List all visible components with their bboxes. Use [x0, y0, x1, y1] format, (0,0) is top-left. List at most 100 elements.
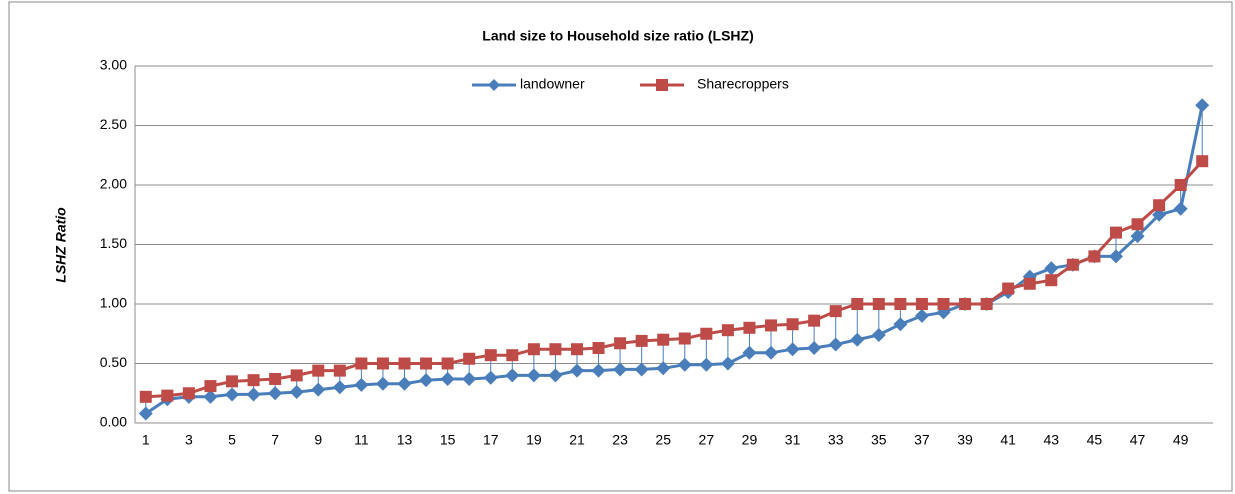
x-tick-label: 27 — [699, 432, 715, 448]
marker — [1002, 282, 1015, 295]
marker — [527, 343, 540, 356]
marker — [677, 357, 692, 372]
marker — [742, 345, 757, 360]
x-tick-label: 39 — [957, 432, 973, 448]
marker — [720, 356, 735, 371]
marker — [570, 343, 583, 356]
marker — [549, 343, 562, 356]
marker — [872, 298, 885, 310]
marker — [526, 368, 541, 383]
marker — [851, 298, 864, 310]
marker — [506, 349, 519, 362]
x-tick-label: 15 — [440, 432, 456, 448]
x-tick-label: 41 — [1000, 432, 1016, 448]
marker — [204, 380, 217, 393]
y-tick-label: 2.00 — [100, 176, 127, 192]
x-tick-label: 23 — [612, 432, 628, 448]
marker — [1152, 207, 1167, 222]
x-tick-label: 45 — [1087, 432, 1103, 448]
marker — [894, 298, 907, 310]
marker — [225, 387, 240, 402]
marker — [419, 373, 434, 388]
marker — [182, 387, 195, 400]
marker — [1195, 98, 1210, 113]
marker — [375, 376, 390, 391]
marker — [785, 342, 800, 357]
marker — [699, 357, 714, 372]
marker — [893, 317, 908, 332]
marker — [268, 386, 283, 401]
marker — [440, 371, 455, 386]
y-axis-title: LSHZ Ratio — [53, 207, 69, 283]
marker — [1173, 201, 1188, 216]
x-tick-label: 43 — [1044, 432, 1060, 448]
x-tick-label: 17 — [483, 432, 499, 448]
marker — [548, 368, 563, 383]
marker — [850, 332, 865, 347]
x-tick-label: 11 — [354, 432, 369, 448]
marker — [871, 327, 886, 342]
marker — [398, 357, 411, 370]
marker — [355, 357, 368, 370]
legend-label: Sharecroppers — [697, 76, 789, 92]
marker — [1023, 277, 1036, 290]
marker — [463, 352, 476, 365]
y-tick-label: 3.00 — [100, 57, 127, 73]
marker — [743, 321, 756, 334]
x-tick-label: 1 — [142, 432, 150, 448]
marker — [937, 298, 950, 310]
marker — [290, 369, 303, 382]
marker — [700, 327, 713, 340]
x-tick-label: 29 — [742, 432, 758, 448]
marker — [311, 382, 326, 397]
marker — [764, 345, 779, 360]
x-tick-label: 33 — [828, 432, 844, 448]
marker — [376, 357, 389, 370]
marker — [484, 349, 497, 362]
marker — [1088, 250, 1101, 263]
y-tick-label: 1.00 — [100, 295, 127, 311]
marker — [226, 375, 239, 388]
marker — [312, 364, 325, 377]
y-tick-label: 2.50 — [100, 116, 127, 132]
y-tick-label: 1.50 — [100, 235, 127, 251]
x-tick-label: 35 — [871, 432, 887, 448]
marker — [614, 337, 627, 350]
marker — [139, 390, 152, 403]
marker — [786, 318, 799, 331]
marker — [808, 314, 821, 327]
marker — [1174, 179, 1187, 191]
x-tick-label: 31 — [785, 432, 801, 448]
marker — [807, 341, 822, 356]
marker — [397, 376, 412, 391]
marker — [269, 372, 282, 385]
marker — [980, 298, 993, 310]
marker — [289, 385, 304, 400]
x-tick-label: 19 — [526, 432, 542, 448]
marker — [246, 387, 261, 402]
marker — [332, 380, 347, 395]
x-tick-label: 21 — [569, 432, 585, 448]
marker — [1131, 218, 1144, 231]
chart-title: Land size to Household size ratio (LSHZ) — [482, 28, 753, 44]
chart-frame — [8, 1, 1233, 492]
marker — [569, 363, 584, 378]
legend-label: landowner — [520, 76, 585, 92]
marker — [505, 368, 520, 383]
marker — [483, 370, 498, 385]
x-tick-label: 25 — [655, 432, 671, 448]
marker — [138, 406, 153, 421]
marker — [592, 342, 605, 355]
marker — [678, 332, 691, 345]
marker — [915, 298, 928, 310]
marker — [1066, 258, 1079, 271]
x-tick-label: 9 — [314, 432, 322, 448]
marker — [333, 364, 346, 377]
marker — [1153, 199, 1166, 212]
y-tick-label: 0.50 — [100, 354, 127, 370]
marker — [1196, 155, 1209, 168]
marker — [1108, 249, 1123, 264]
marker — [613, 362, 628, 377]
legend-marker — [488, 79, 500, 91]
